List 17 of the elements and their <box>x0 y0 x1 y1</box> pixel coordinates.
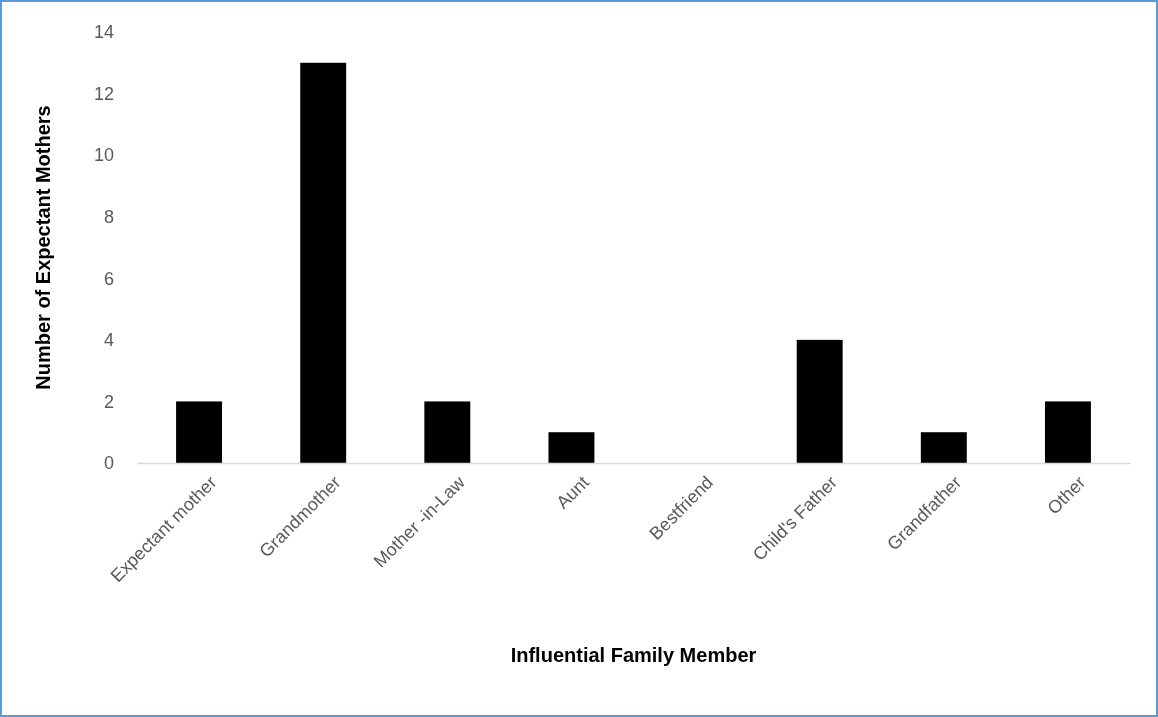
bar <box>300 62 347 463</box>
y-tick-label: 0 <box>103 453 114 474</box>
y-tick-label: 2 <box>103 391 114 412</box>
bar <box>176 401 223 463</box>
bar <box>920 432 967 463</box>
bar <box>424 401 471 463</box>
y-tick-label: 14 <box>93 22 114 43</box>
y-tick-label: 6 <box>103 268 114 289</box>
bar <box>548 432 595 463</box>
bar <box>796 339 843 463</box>
y-tick-label: 10 <box>93 145 114 166</box>
y-tick-label: 4 <box>103 330 114 351</box>
y-axis-title: Number of Expectant Mothers <box>32 105 54 390</box>
x-axis-title: Influential Family Member <box>510 644 757 666</box>
bar <box>1044 401 1091 463</box>
y-tick-label: 8 <box>103 206 114 227</box>
y-tick-label: 12 <box>93 83 114 104</box>
